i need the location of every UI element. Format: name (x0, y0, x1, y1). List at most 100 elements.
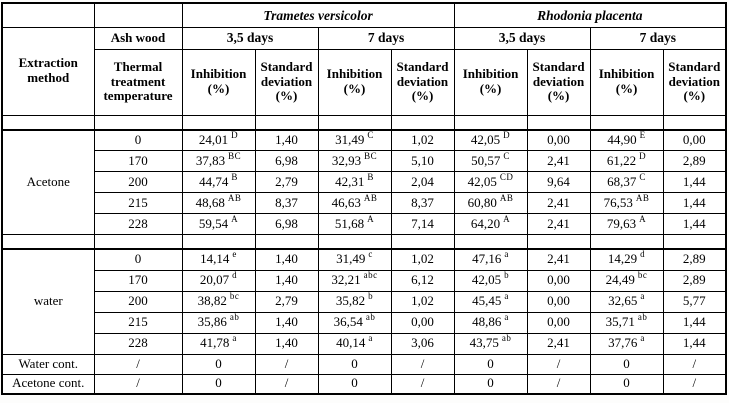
value-cell: 1,40 (254, 129, 319, 151)
footer-value-cell: / (526, 373, 591, 395)
measurement-value: 61,22 (606, 152, 637, 168)
measurement-value: 2,41 (547, 152, 570, 168)
footer-row: Acetone cont. / 0 / 0 / 0 / 0 / (1, 373, 727, 395)
significance-letter: CD (499, 171, 514, 182)
table-header: Trametes versicolor Rhodonia placenta Ex… (1, 2, 727, 116)
measurement-value: 47,16 (472, 251, 502, 267)
temperature-cell: 228 (93, 213, 183, 235)
measurement-value: 1,02 (411, 251, 434, 267)
value-cell: 35,86 ab (181, 311, 256, 334)
measurement-value: 32,65 (608, 293, 638, 309)
measurement-value: 48,68 (195, 194, 225, 210)
table-row: 200 38,82 bc 2,79 35,82 b 1,02 45,45 a 0,00 32,65 a… (2, 290, 727, 313)
value-cell: 6,12 (390, 269, 455, 292)
value-cell: 24,01 D (181, 129, 256, 151)
temperature-value: 228 (128, 335, 148, 351)
measurement-value: 76,53 (603, 194, 633, 210)
footer-label: Acetone cont. (12, 375, 85, 391)
table-row: 200 44,74 B 2,79 42,31 B 2,04 42,05 CD 9,64 68,37 C… (2, 171, 727, 193)
header-thermal-treatment-temperature: Thermal treatment temperature (93, 48, 183, 116)
header-empty-cell (1, 2, 95, 28)
value-cell: 42,31 B (317, 171, 392, 193)
value-cell: 2,89 (662, 269, 727, 292)
value-cell: 2,04 (390, 171, 455, 193)
spacer-cell (390, 114, 455, 131)
measurement-value: 59,54 (198, 215, 229, 231)
measurement-value: 6,98 (275, 152, 298, 168)
measurement-value: 2,89 (682, 272, 706, 288)
table-row: 228 41,78 a 1,40 40,14 a 3,06 43,75 ab 2,41 37,76 a… (2, 332, 727, 355)
measurement-value: 60,80 (467, 194, 497, 210)
measurement-value: 1,40 (275, 251, 298, 267)
temperature-value: 170 (128, 272, 148, 288)
significance-letter: bc (229, 291, 240, 302)
table-row: 170 37,83 BC 6,98 32,93 BC 5,10 50,57 C 2,41 61,22… (2, 150, 727, 172)
spacer-cell (1, 234, 95, 250)
spacer-row (1, 114, 727, 131)
spacer-cell (662, 234, 727, 250)
measurement-value: 1,44 (682, 173, 706, 189)
value-cell: 46,63 AB (317, 192, 392, 214)
measurement-value: 1,44 (682, 194, 706, 210)
header-extraction-method: Extraction method (1, 26, 95, 116)
measurement-value: 68,37 (607, 173, 637, 189)
significance-letter: a (368, 333, 373, 344)
footer-value: / (284, 375, 289, 391)
footer-value-cell: 0 (317, 353, 392, 375)
measurement-value: 50,57 (471, 152, 501, 168)
table-row: 215 48,68 AB 8,37 46,63 AB 8,37 60,80 AB 2,41 76,5… (2, 192, 727, 214)
value-cell: 48,68 AB (181, 192, 256, 214)
temperature-value: 228 (128, 215, 148, 231)
value-cell: 42,05 D (453, 129, 528, 151)
spacer-cell (317, 114, 392, 131)
significance-letter: d (232, 270, 238, 281)
significance-letter: bc (637, 270, 648, 281)
value-cell: 5,10 (390, 150, 455, 172)
measurement-value: 42,31 (335, 173, 365, 189)
measurement-value: 2,41 (547, 251, 570, 267)
inhibition-results-table: Trametes versicolor Rhodonia placenta Ex… (1, 2, 728, 395)
significance-letter: AB (635, 192, 650, 203)
value-cell: 60,80 AB (453, 192, 528, 214)
footer-value: / (136, 355, 140, 371)
value-cell: 37,83 BC (181, 150, 256, 172)
measurement-value: 36,54 (333, 314, 363, 330)
measurement-value: 1,02 (411, 131, 434, 147)
measurement-value: 40,14 (336, 335, 366, 351)
measurement-value: 0,00 (547, 314, 570, 330)
measurement-value: 0,00 (547, 272, 570, 288)
temperature-value: 215 (128, 314, 148, 330)
measurement-value: 1,40 (275, 335, 298, 351)
significance-letter: AB (227, 192, 242, 203)
footer-value-cell: 0 (589, 353, 664, 375)
measurement-value: 14,29 (607, 251, 638, 267)
value-cell: 14,14 e (181, 248, 256, 271)
footer-value-cell: 0 (453, 373, 528, 395)
value-cell: 1,44 (662, 213, 727, 235)
measurement-value: 8,37 (411, 194, 434, 210)
significance-letter: a (504, 249, 509, 260)
measurement-value: 0,00 (547, 131, 570, 147)
measurement-value: 5,10 (411, 152, 434, 168)
measurement-value: 5,77 (682, 293, 706, 309)
measurement-value: 2,79 (275, 173, 298, 189)
footer-value-cell: 0 (589, 373, 664, 395)
footer-value-cell: / (390, 373, 455, 395)
temperature-cell: 215 (93, 311, 183, 334)
measurement-value: 42,05 (471, 272, 502, 288)
value-cell: 0,00 (662, 129, 727, 151)
value-cell: 61,22 D (589, 150, 664, 172)
spacer-cell (1, 114, 95, 131)
footer-value: 0 (623, 375, 630, 391)
header-inhibition: Inhibition (%) (181, 48, 256, 116)
measurement-value: 14,14 (200, 251, 230, 267)
value-cell: 38,82 bc (181, 290, 256, 313)
significance-letter: D (639, 150, 647, 161)
value-cell: 2,41 (526, 192, 591, 214)
header-days-tv-7: 7 days (317, 26, 455, 50)
temperature-cell: 200 (93, 290, 183, 313)
significance-letter: BC (228, 150, 242, 161)
footer-value: / (692, 375, 697, 391)
table-row: 215 35,86 ab 1,40 36,54 ab 0,00 48,86 a 0,00 35,71… (2, 311, 727, 334)
measurement-value: 41,78 (200, 335, 230, 351)
